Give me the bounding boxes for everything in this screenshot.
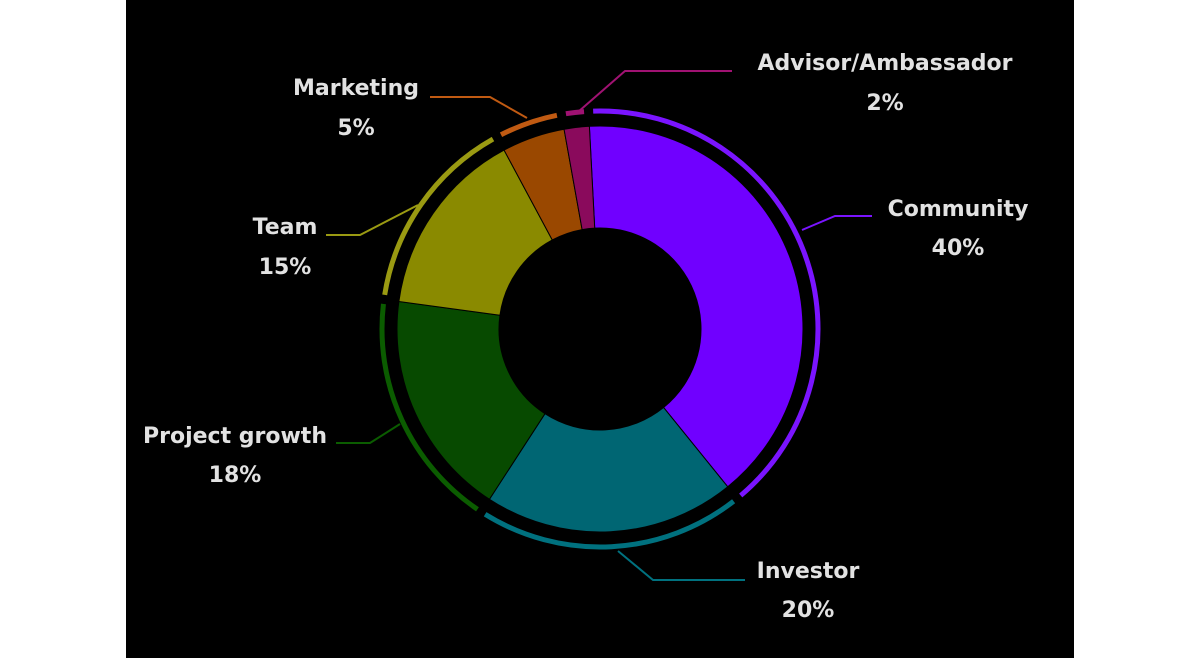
leader-line [577, 70, 732, 113]
slice-value-label: 5% [337, 116, 374, 141]
outer-ring-arc [499, 112, 558, 137]
donut-slice [398, 149, 553, 316]
outer-ring-arc [565, 109, 585, 117]
leader-line [336, 423, 401, 444]
leader-line [326, 204, 419, 236]
slice-value-label: 18% [209, 463, 262, 488]
slice-label: Project growth [143, 424, 327, 449]
donut-slice [396, 300, 546, 500]
leader-line [801, 215, 872, 231]
leader-line [430, 96, 528, 119]
donut-slice [588, 125, 804, 488]
slice-label: Advisor/Ambassador [757, 51, 1012, 76]
slice-value-label: 40% [932, 236, 985, 261]
donut-slice [488, 406, 729, 533]
chart-background [126, 0, 1074, 658]
outer-ring-arc [379, 303, 479, 512]
slice-value-label: 20% [782, 598, 835, 623]
leader-line [617, 550, 745, 581]
slice-label: Investor [757, 559, 860, 584]
donut-slice [563, 125, 596, 231]
outer-ring-arc [382, 136, 495, 296]
outer-ring-arc [483, 499, 736, 550]
slice-label: Community [888, 197, 1029, 222]
slice-value-label: 2% [866, 91, 903, 116]
slice-label: Team [253, 215, 318, 240]
slice-label: Marketing [293, 76, 419, 101]
slice-value-label: 15% [259, 255, 312, 280]
outer-ring-arc [593, 108, 821, 498]
